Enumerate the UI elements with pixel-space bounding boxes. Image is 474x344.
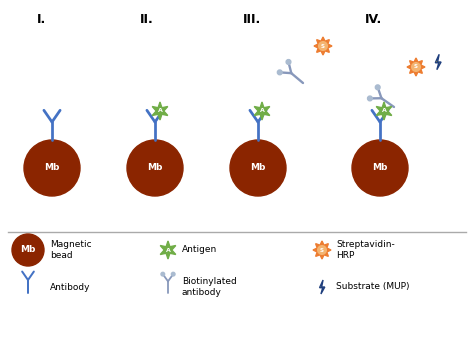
Text: Streptavidin-
HRP: Streptavidin- HRP (336, 240, 395, 260)
Circle shape (286, 60, 291, 64)
Circle shape (375, 85, 380, 90)
Text: Mb: Mb (372, 163, 388, 172)
Text: I.: I. (37, 13, 46, 26)
Polygon shape (254, 102, 270, 120)
Text: Substrate (MUP): Substrate (MUP) (336, 282, 410, 291)
Text: A: A (165, 247, 171, 252)
Circle shape (352, 140, 408, 196)
Circle shape (367, 96, 372, 101)
Text: IV.: IV. (365, 13, 382, 26)
Text: Biotinylated
antibody: Biotinylated antibody (182, 277, 237, 297)
Text: A: A (382, 108, 386, 114)
Text: III.: III. (243, 13, 261, 26)
Circle shape (318, 246, 326, 254)
Text: Antibody: Antibody (50, 282, 91, 291)
Circle shape (230, 140, 286, 196)
Text: A: A (260, 108, 264, 114)
Polygon shape (435, 54, 441, 70)
Polygon shape (314, 37, 332, 55)
Text: Mb: Mb (20, 246, 36, 255)
Circle shape (12, 234, 44, 266)
Polygon shape (376, 102, 392, 120)
Polygon shape (160, 241, 176, 259)
Polygon shape (152, 102, 168, 120)
Circle shape (127, 140, 183, 196)
Circle shape (277, 70, 282, 75)
Text: Mb: Mb (250, 163, 266, 172)
Circle shape (24, 140, 80, 196)
Circle shape (319, 42, 328, 50)
Text: Antigen: Antigen (182, 246, 217, 255)
Text: II.: II. (140, 13, 154, 26)
Circle shape (172, 272, 175, 276)
Text: S: S (320, 247, 324, 252)
Text: Mb: Mb (44, 163, 60, 172)
Text: S: S (414, 65, 418, 69)
Circle shape (412, 63, 420, 71)
Text: A: A (157, 108, 163, 114)
Text: Magnetic
bead: Magnetic bead (50, 240, 91, 260)
Text: S: S (321, 43, 325, 49)
Polygon shape (313, 241, 331, 259)
Polygon shape (319, 280, 325, 294)
Circle shape (161, 272, 164, 276)
Text: Mb: Mb (147, 163, 163, 172)
Polygon shape (407, 58, 425, 76)
